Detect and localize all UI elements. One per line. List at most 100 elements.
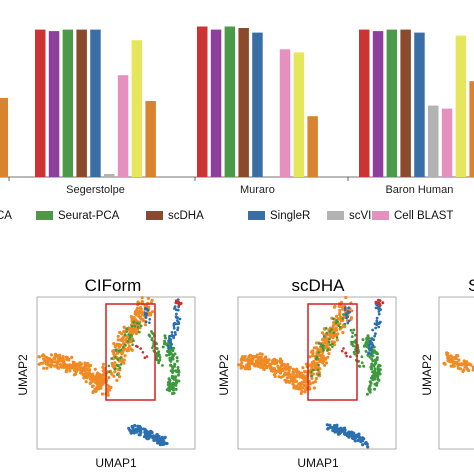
scatter-point — [274, 361, 279, 365]
scatter-point — [53, 357, 57, 361]
bar-muraro-3 — [238, 28, 249, 177]
scatter-point — [329, 425, 333, 430]
scatter-point — [90, 375, 94, 379]
scatter-point — [59, 363, 63, 367]
scatter-point — [237, 363, 241, 367]
scatter-point — [268, 366, 272, 370]
scatter-point — [150, 310, 154, 314]
scatter-point — [107, 388, 111, 392]
scatter-point — [247, 365, 251, 369]
scatter-point — [155, 347, 159, 351]
scatter-point — [318, 357, 322, 361]
scatter-point — [320, 331, 325, 335]
scatter-point — [375, 383, 379, 387]
scatter-point — [169, 363, 173, 367]
scatter-point — [457, 358, 461, 362]
bar-baron-human-5 — [428, 105, 439, 177]
bar-segerstolpe-5 — [104, 174, 115, 177]
scatter-point — [367, 343, 371, 347]
umap-panel-ciform: CIForm UMAP2 UMAP1 — [16, 276, 196, 470]
scatter-point — [448, 360, 452, 364]
scatter-point — [373, 334, 377, 338]
scatter-point — [375, 356, 379, 360]
scatter-point — [120, 351, 124, 355]
scatter-point — [343, 308, 347, 311]
scatter-point — [132, 339, 135, 343]
scatter-point — [335, 426, 339, 430]
scatter-point — [140, 296, 144, 300]
scatter-point — [174, 315, 178, 319]
scatter-point — [253, 364, 257, 368]
scatter-point — [377, 312, 381, 316]
scatter-point — [369, 365, 373, 368]
scatter-point — [101, 381, 105, 385]
scatter-point — [371, 359, 375, 363]
scatter-point — [174, 387, 178, 391]
bar-segerstolpe-0 — [35, 29, 46, 177]
x-axis-label: UMAP1 — [95, 456, 137, 470]
scatter-point — [464, 365, 468, 369]
scatter-point — [133, 327, 137, 331]
scatter-point — [55, 360, 59, 364]
scatter-point — [173, 352, 177, 356]
scatter-point — [151, 346, 154, 350]
scatter-point — [288, 380, 292, 384]
scatter-point — [332, 424, 337, 428]
scatter-point — [332, 321, 336, 325]
bar-segerstolpe-6 — [117, 75, 129, 177]
scatter-point — [338, 313, 342, 317]
scatter-point — [368, 380, 372, 384]
scatter-point — [96, 374, 100, 379]
scatter-point — [332, 334, 336, 338]
scatter-point — [144, 320, 148, 324]
bar-muraro-7 — [293, 52, 305, 177]
legend-label: Seurat-PCA — [58, 210, 120, 222]
scatter-point — [311, 353, 315, 358]
scatter-point — [158, 355, 162, 359]
bar-segerstolpe-3 — [76, 29, 87, 177]
scatter-point — [123, 333, 127, 337]
scatter-point — [311, 372, 315, 376]
scatter-point — [308, 363, 312, 367]
scatter-point — [114, 348, 118, 352]
scatter-point — [279, 361, 284, 365]
scatter-point — [170, 375, 174, 379]
scatter-point — [321, 359, 325, 364]
scatter-point — [377, 325, 381, 329]
scatter-point — [324, 327, 328, 330]
scatter-point — [128, 335, 132, 338]
scatter-points — [442, 351, 474, 374]
scatter-point — [373, 374, 377, 377]
scatter-point — [366, 445, 370, 449]
scatter-point — [112, 374, 116, 378]
scatter-point — [138, 330, 141, 334]
scatter-point — [63, 362, 67, 367]
scatter-point — [332, 331, 336, 335]
scatter-point — [336, 320, 340, 324]
scatter-point — [332, 317, 335, 321]
scatter-point — [124, 339, 128, 343]
scatter-point — [311, 349, 315, 353]
scatter-point — [110, 372, 114, 376]
scatter-point — [157, 353, 161, 357]
scatter-point — [376, 374, 380, 378]
scatter-point — [367, 351, 370, 355]
scatter-point — [344, 295, 348, 300]
scatter-point — [274, 371, 278, 375]
legend-label: SingleR — [270, 210, 310, 222]
scatter-point — [152, 438, 156, 442]
scatter-point — [335, 338, 339, 342]
scatter-point — [95, 382, 99, 386]
scatter-point — [259, 363, 263, 367]
scatter-point — [161, 345, 165, 349]
panel-frame — [438, 296, 474, 450]
scatter-point — [172, 334, 176, 338]
scatter-point — [154, 438, 159, 442]
scatter-point — [172, 326, 176, 330]
scatter-point — [177, 322, 181, 325]
scatter-point — [120, 338, 124, 342]
scatter-point — [325, 331, 329, 335]
scatter-point — [447, 357, 451, 361]
scatter-point — [170, 331, 174, 334]
scatter-point — [336, 428, 341, 432]
